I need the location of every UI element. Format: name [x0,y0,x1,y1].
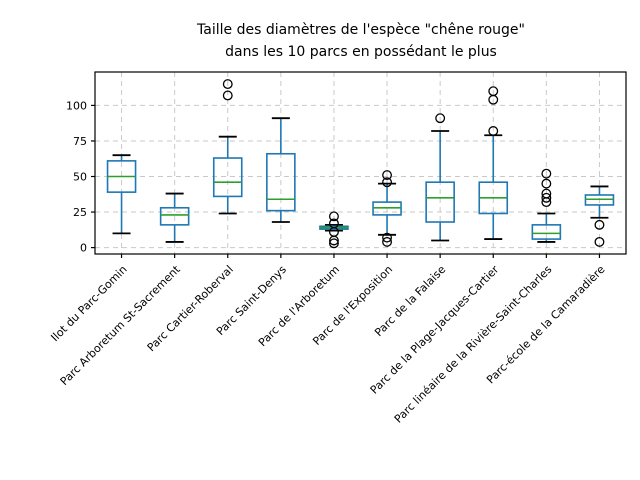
chart-title: Taille des diamètres de l'espèce "chêne … [95,19,627,63]
y-tick-label: 50 [73,171,87,184]
chart-title-line2: dans les 10 parcs en possédant le plus [225,44,497,60]
flier-circle [382,170,393,181]
box-rect [159,206,190,226]
chart-title-line1: Taille des diamètres de l'espèce "chêne … [197,22,525,38]
flier-circle [541,192,552,203]
flier-circle [329,211,339,222]
flier-circle [329,238,339,249]
y-tick-label: 25 [73,206,87,219]
flier-circle [541,168,552,179]
y-tick-label: 100 [66,99,87,112]
x-tick-label: Parc Cartier-Roberval [145,263,236,354]
flier-circle [594,219,605,230]
x-tick-label: Parc-école de la Camaradière [484,263,608,387]
box-rect [531,224,562,240]
box-rect [212,157,243,198]
flier-circle [488,94,499,105]
flier-circle [435,113,446,124]
y-tick-label: 0 [80,242,87,255]
flier-circle [329,235,339,246]
flier-circle [382,236,393,247]
flier-circle [541,178,552,189]
flier-circle [222,90,233,101]
flier-circle [222,79,233,90]
flier-circle [488,126,499,136]
flier-circle [541,197,552,208]
flier-circle [382,177,393,188]
box-rect [425,181,455,223]
plot-frame [94,71,627,255]
flier-circle [382,232,393,243]
flier-circle [594,236,605,247]
box-rect [266,152,296,212]
y-tick-label: 75 [73,135,87,148]
